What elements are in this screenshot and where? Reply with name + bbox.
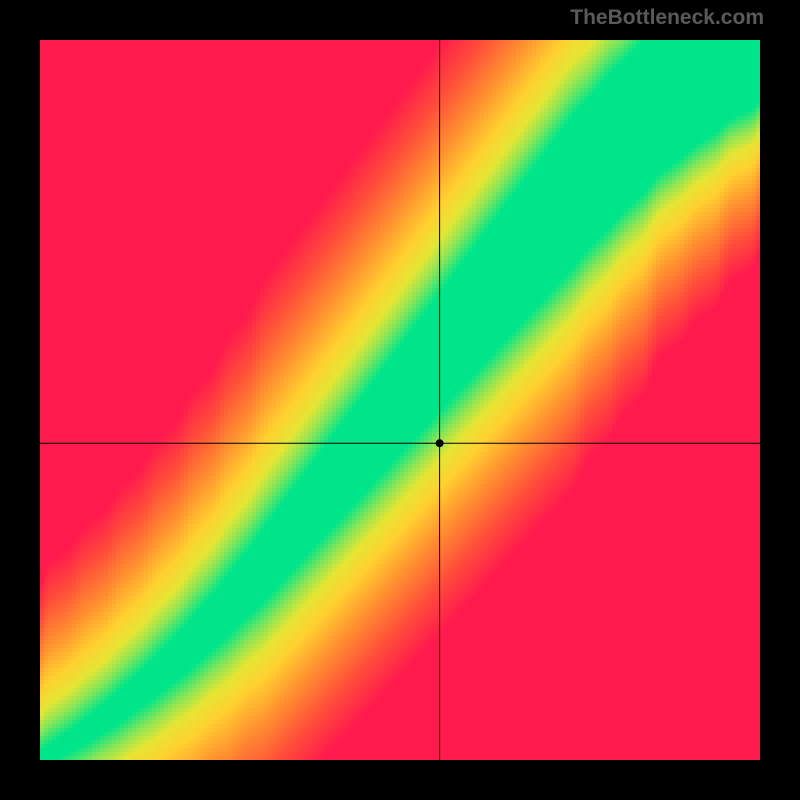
bottleneck-heatmap (40, 40, 760, 760)
heatmap-canvas (40, 40, 760, 760)
watermark-text: TheBottleneck.com (570, 6, 764, 30)
